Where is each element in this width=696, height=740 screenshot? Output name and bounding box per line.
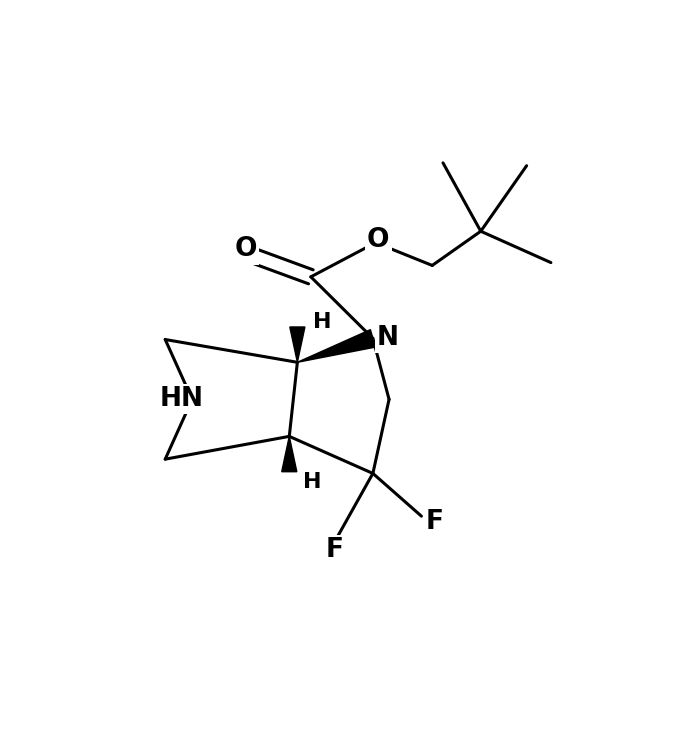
Polygon shape [282,437,296,471]
Text: F: F [326,537,344,563]
Polygon shape [290,327,305,363]
Polygon shape [297,329,375,363]
Text: H: H [313,312,332,332]
Text: HN: HN [159,386,203,412]
Text: H: H [303,472,322,492]
Text: N: N [377,326,399,352]
Text: F: F [426,509,444,535]
Text: O: O [235,237,258,263]
Text: O: O [367,226,390,253]
